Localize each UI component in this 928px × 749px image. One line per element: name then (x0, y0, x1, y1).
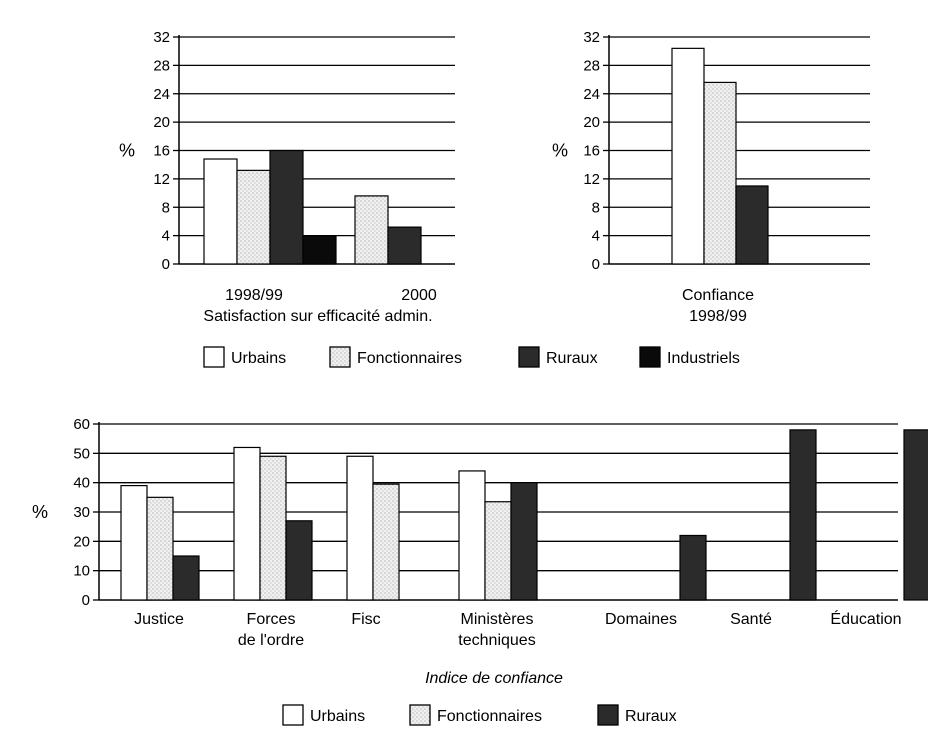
bar-fonctionnaires-2000 (354, 195, 389, 265)
legend-label-ruraux: Ruraux (546, 350, 598, 367)
chart-confiance-1998-99: 0 4 8 12 16 20 24 28 32% Confiance 1998/99 (552, 29, 870, 325)
legend-swatch-ruraux (597, 704, 619, 726)
y-tick-label: 20 (583, 114, 600, 131)
bar-ruraux-confiance-1998-99 (735, 185, 769, 265)
x-category-label: de l'ordre (238, 632, 304, 649)
x-category-label: 2000 (401, 287, 437, 304)
group-title: Satisfaction sur efficacité admin. (203, 308, 432, 325)
y-tick-label: 4 (592, 228, 600, 245)
bar-urbains-fisc (346, 455, 374, 601)
bar-ruraux-education (903, 429, 928, 601)
y-tick-label: 8 (592, 199, 600, 216)
y-tick-label: 16 (153, 143, 170, 160)
legend-label-ruraux: Ruraux (625, 708, 677, 725)
y-tick-label: 32 (153, 29, 170, 46)
x-category-label: 1998/99 (225, 287, 283, 304)
bar-urbains-justice (120, 485, 148, 601)
chart-indice-de-confiance: 0 10 20 30 40 50 60% Justice Forces de l'ordre Fis… (32, 416, 928, 687)
bar-fonctionnaires-justice (146, 496, 174, 601)
y-tick-label: 0 (592, 256, 600, 273)
legend-label-industriels: Industriels (667, 350, 740, 367)
y-tick-label: 28 (583, 57, 600, 74)
y-tick-label: 16 (583, 143, 600, 160)
y-tick-label: 30 (73, 504, 90, 521)
bar-ruraux-2000 (387, 226, 422, 265)
bar-fonctionnaires-confiance-1998-99 (703, 81, 737, 265)
legend-label-fonctionnaires: Fonctionnaires (437, 708, 542, 725)
x-category-label: Éducation (830, 609, 901, 628)
y-tick-label: 20 (73, 533, 90, 550)
x-category-label: Forces (247, 611, 296, 628)
x-category-label: techniques (458, 632, 535, 649)
x-category-label: 1998/99 (689, 308, 747, 325)
bar-ruraux-domaines (679, 534, 707, 601)
x-category-label: Santé (730, 611, 772, 628)
legend-swatch-industriels (639, 346, 661, 368)
chart-satisfaction: 0 4 8 12 16 20 24 28 32% 1998/99 2000 Satisfaction … (119, 29, 455, 325)
bar-ruraux-justice (172, 555, 200, 601)
bar-fonctionnaires-fisc (372, 483, 400, 601)
bar-fonctionnaires-1998-99 (236, 169, 271, 265)
x-category-label: Confiance (682, 287, 754, 304)
y-tick-label: 24 (153, 86, 170, 103)
y-tick-label: 40 (73, 475, 90, 492)
bar-urbains-ministeres-techniques (458, 470, 486, 601)
y-tick-label: 4 (162, 228, 170, 245)
y-tick-label: 50 (73, 445, 90, 462)
bar-ruraux-1998-99 (269, 149, 304, 265)
x-axis-label: Indice de confiance (425, 670, 563, 687)
legend-bottom: Urbains Fonctionnaires Ruraux (282, 704, 677, 726)
y-tick-label: 24 (583, 86, 600, 103)
y-tick-label: 10 (73, 563, 90, 580)
x-category-label: Ministères (461, 611, 534, 628)
bar-ruraux-ministeres-techniques (510, 482, 538, 601)
y-tick-label: 32 (583, 29, 600, 46)
legend-label-fonctionnaires: Fonctionnaires (357, 350, 462, 367)
x-category-label: Fisc (351, 611, 380, 628)
y-tick-label: 0 (162, 256, 170, 273)
y-tick-label: 0 (82, 592, 90, 609)
legend-label-urbains: Urbains (310, 708, 365, 725)
legend-swatch-fonctionnaires (329, 346, 351, 368)
y-tick-label: 60 (73, 416, 90, 433)
bar-urbains-1998-99 (203, 158, 238, 265)
x-category-label: Justice (134, 611, 184, 628)
bar-industriels-1998-99 (302, 235, 337, 265)
y-tick-label: 12 (153, 171, 170, 188)
bar-ruraux-forces-de-l-ordre (285, 520, 313, 601)
bar-fonctionnaires-ministeres-techniques (484, 501, 512, 601)
bar-urbains-confiance-1998-99 (671, 47, 705, 265)
y-axis-label: % (32, 502, 48, 522)
legend-top: Urbains Fonctionnaires Ruraux Industriels (203, 346, 740, 368)
x-category-label: Domaines (605, 611, 677, 628)
y-tick-label: 28 (153, 57, 170, 74)
bar-ruraux-sante (789, 429, 817, 601)
y-tick-label: 12 (583, 171, 600, 188)
legend-swatch-ruraux (518, 346, 540, 368)
legend-swatch-fonctionnaires (409, 704, 431, 726)
legend-swatch-urbains (203, 346, 225, 368)
bar-fonctionnaires-forces-de-l-ordre (259, 455, 287, 601)
legend-label-urbains: Urbains (231, 350, 286, 367)
y-axis-label: % (552, 141, 568, 161)
bar-urbains-forces-de-l-ordre (233, 446, 261, 601)
legend-swatch-urbains (282, 704, 304, 726)
y-tick-label: 20 (153, 114, 170, 131)
y-axis-label: % (119, 141, 135, 161)
y-tick-label: 8 (162, 199, 170, 216)
